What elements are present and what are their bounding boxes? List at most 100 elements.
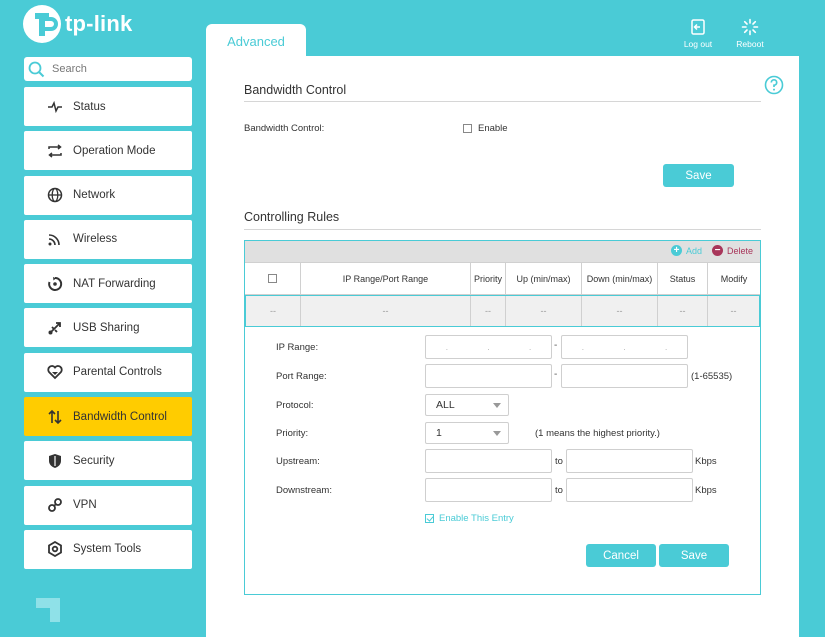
column-header: Status xyxy=(658,263,708,294)
port-range-end-input[interactable] xyxy=(561,364,688,388)
sidebar-item-label: NAT Forwarding xyxy=(73,277,156,290)
sidebar-decoration-icon xyxy=(36,598,60,622)
sidebar-item-operation-mode[interactable]: Operation Mode xyxy=(24,131,192,171)
select-all-cell xyxy=(245,263,301,294)
sidebar-item-parental-controls[interactable]: Parental Controls xyxy=(24,352,192,392)
upstream-max-input[interactable] xyxy=(566,449,693,473)
sidebar-item-bandwidth-control[interactable]: Bandwidth Control xyxy=(24,397,192,437)
sidebar-item-usb-sharing[interactable]: USB Sharing xyxy=(24,308,192,348)
port-range-start-input[interactable] xyxy=(425,364,552,388)
protocol-value: ALL xyxy=(436,399,455,411)
table-cell: -- xyxy=(658,296,708,326)
sidebar-item-status[interactable]: Status xyxy=(24,87,192,126)
rules-divider xyxy=(244,229,761,230)
sidebar-item-security[interactable]: Security xyxy=(24,441,192,481)
cancel-button[interactable]: Cancel xyxy=(586,544,656,567)
chevron-down-icon xyxy=(493,403,501,408)
add-button[interactable]: + Add xyxy=(671,245,702,256)
reboot-icon xyxy=(741,18,759,36)
heart-icon xyxy=(46,363,64,381)
table-cell: -- xyxy=(301,296,471,326)
priority-select[interactable]: 1 xyxy=(425,422,509,444)
bandwidth-save-button[interactable]: Save xyxy=(663,164,734,187)
sidebar-item-vpn[interactable]: VPN xyxy=(24,485,192,525)
select-all-checkbox[interactable] xyxy=(268,274,277,283)
reboot-button[interactable]: Reboot xyxy=(725,18,775,49)
add-label: Add xyxy=(686,245,703,256)
sidebar-item-label: System Tools xyxy=(73,543,142,556)
checkmark-icon xyxy=(425,514,434,523)
sidebar-item-label: Network xyxy=(73,189,116,202)
rules-table: + Add − Delete IP Range/Port Range Prior… xyxy=(244,240,761,595)
wifi-icon xyxy=(46,230,64,248)
table-cell: -- xyxy=(246,296,301,326)
range-separator: - xyxy=(554,340,558,351)
search-input[interactable] xyxy=(52,63,182,75)
protocol-label: Protocol: xyxy=(276,400,314,411)
enable-label: Enable xyxy=(478,123,508,134)
tab-advanced[interactable]: Advanced xyxy=(206,24,306,58)
table-row[interactable]: -- -- -- -- -- -- -- xyxy=(245,295,760,327)
sidebar-item-label: Operation Mode xyxy=(73,144,156,157)
logout-button[interactable]: Log out xyxy=(673,18,723,49)
enable-entry-checkbox[interactable]: Enable This Entry xyxy=(425,513,514,524)
column-header: Modify xyxy=(720,273,748,284)
sidebar-item-label: USB Sharing xyxy=(73,321,140,334)
downstream-max-input[interactable] xyxy=(566,478,693,502)
priority-hint: (1 means the highest priority.) xyxy=(535,428,660,439)
sidebar-item-wireless[interactable]: Wireless xyxy=(24,219,192,259)
help-icon[interactable] xyxy=(764,75,784,95)
logout-icon xyxy=(691,19,705,35)
column-header: Up (min/max) xyxy=(506,263,582,294)
gear-icon xyxy=(46,540,64,558)
downstream-label: Downstream: xyxy=(276,485,332,496)
upstream-label: Upstream: xyxy=(276,456,320,467)
swap-arrows-icon xyxy=(46,142,64,160)
sidebar-item-label: Bandwidth Control xyxy=(73,410,167,423)
table-header: IP Range/Port Range Priority Up (min/max… xyxy=(245,262,760,295)
upstream-unit: Kbps xyxy=(695,456,717,467)
nat-icon xyxy=(46,275,64,293)
sidebar-item-network[interactable]: Network xyxy=(24,175,192,215)
sidebar-item-nat-forwarding[interactable]: NAT Forwarding xyxy=(24,264,192,304)
sidebar-item-label: Parental Controls xyxy=(73,366,162,379)
logout-label: Log out xyxy=(683,39,713,49)
delete-button[interactable]: − Delete xyxy=(712,245,753,256)
priority-label: Priority: xyxy=(276,428,309,439)
downstream-unit: Kbps xyxy=(695,485,717,496)
table-cell: -- xyxy=(506,296,582,326)
sidebar-item-label: Wireless xyxy=(73,233,118,246)
range-separator: - xyxy=(554,369,558,380)
search-box[interactable] xyxy=(24,57,192,81)
up-down-arrows-icon xyxy=(46,408,64,426)
pulse-icon xyxy=(46,98,64,116)
table-toolbar: + Add − Delete xyxy=(245,241,760,262)
ip-range-start-input[interactable]: ... xyxy=(425,335,552,359)
tp-link-logo: tp-link xyxy=(22,4,132,44)
column-header: IP Range/Port Range xyxy=(301,263,471,294)
protocol-select[interactable]: ALL xyxy=(425,394,509,416)
logo-text: tp-link xyxy=(65,11,133,36)
upstream-min-input[interactable] xyxy=(425,449,552,473)
key-icon xyxy=(46,496,64,514)
shield-icon xyxy=(46,452,64,470)
controlling-rules-title: Controlling Rules xyxy=(244,210,340,224)
table-cell: -- xyxy=(471,296,506,326)
priority-value: 1 xyxy=(436,427,442,439)
to-label: to xyxy=(555,456,563,467)
delete-icon: − xyxy=(712,245,723,256)
sidebar-item-label: VPN xyxy=(73,499,97,512)
add-icon: + xyxy=(671,245,682,256)
ip-range-end-input[interactable]: ... xyxy=(561,335,688,359)
bandwidth-control-label: Bandwidth Control: xyxy=(244,123,325,134)
save-entry-button[interactable]: Save xyxy=(659,544,729,567)
sidebar-nav: Status Operation Mode Network Wireless N… xyxy=(24,87,192,574)
sidebar-item-system-tools[interactable]: System Tools xyxy=(24,529,192,569)
to-label: to xyxy=(555,485,563,496)
search-icon xyxy=(28,61,45,77)
sidebar-item-label: Status xyxy=(73,100,106,113)
downstream-min-input[interactable] xyxy=(425,478,552,502)
table-cell: -- xyxy=(582,296,658,326)
bandwidth-control-title: Bandwidth Control xyxy=(244,83,347,97)
enable-checkbox[interactable] xyxy=(463,124,472,133)
